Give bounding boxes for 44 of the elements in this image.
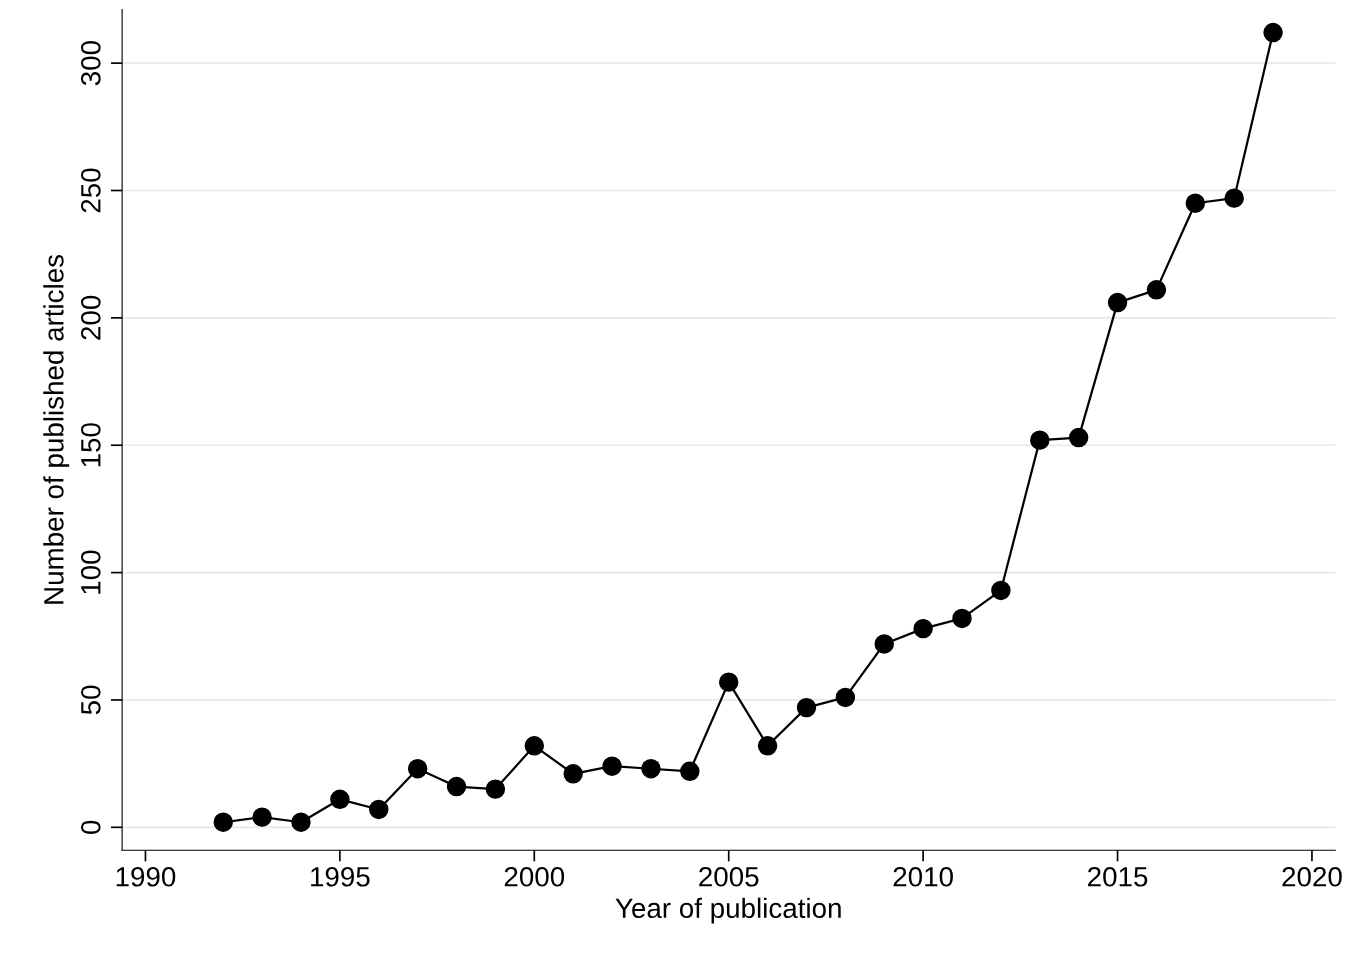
point [407, 759, 428, 779]
y-axis-title: Number of published articles [43, 254, 70, 604]
point [952, 608, 972, 629]
point [1185, 193, 1206, 213]
y-tick-label: 150 [81, 423, 101, 467]
point [1068, 427, 1089, 448]
point [213, 812, 233, 832]
point [913, 618, 933, 639]
point [991, 580, 1011, 601]
point [291, 812, 311, 832]
point [1263, 22, 1283, 43]
point [1030, 430, 1050, 450]
point [835, 687, 856, 708]
y-tick-label: 200 [81, 295, 101, 340]
point [602, 756, 622, 776]
point [369, 799, 389, 820]
x-tick-label: 2010 [893, 866, 953, 887]
x-tick-label: 1990 [116, 866, 176, 887]
y-tick-label: 50 [81, 685, 101, 715]
point [1224, 188, 1244, 208]
point [1107, 292, 1128, 313]
x-tick-label: 2020 [1282, 866, 1342, 887]
x-axis-title: Year of publication [615, 897, 841, 924]
x-tick-label: 2015 [1088, 866, 1148, 887]
point [252, 807, 272, 827]
point [874, 634, 894, 654]
point [485, 779, 506, 799]
point [524, 736, 545, 756]
point [330, 789, 350, 810]
y-tick-label: 0 [81, 820, 101, 834]
point [796, 697, 817, 718]
y-tick-label: 100 [81, 550, 101, 594]
point [641, 759, 661, 779]
point [446, 776, 467, 797]
point [718, 672, 739, 692]
point [680, 761, 700, 782]
x-tick-label: 2000 [504, 866, 565, 887]
point [1146, 280, 1167, 300]
y-tick-label: 300 [81, 41, 101, 86]
x-tick-label: 2005 [699, 866, 759, 887]
y-tick-label: 250 [81, 168, 101, 213]
point [563, 764, 583, 784]
point [757, 736, 778, 756]
x-tick-label: 1995 [311, 866, 370, 887]
